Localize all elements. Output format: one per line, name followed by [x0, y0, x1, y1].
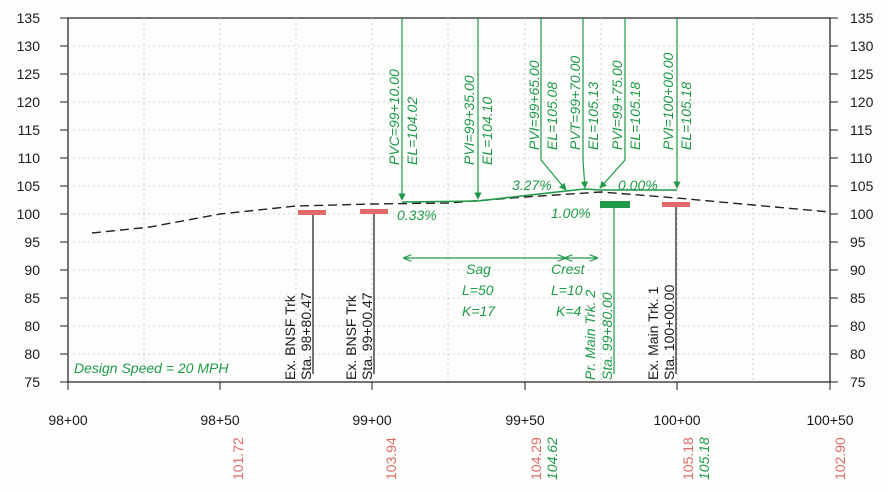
y-label: 80 [850, 346, 866, 362]
grade-label: 3.27% [512, 177, 552, 193]
callout-pv: PVI=99+65.00 [526, 60, 542, 150]
track-station: Sta. 99+00.47 [359, 292, 375, 380]
x-label: 99+00 [352, 412, 392, 428]
track-name: Ex. Main Trk. 1 [645, 286, 661, 380]
y-label: 80 [850, 318, 866, 334]
track-labels: Ex. BNSF Trk Sta. 98+80.47 Ex. BNSF Trk … [282, 284, 677, 380]
existing-elevation: 105.18 [680, 437, 696, 480]
x-label: 100+50 [806, 412, 853, 428]
y-label: 75 [850, 374, 866, 390]
y-label: 110 [18, 150, 41, 166]
y-label: 130 [850, 38, 874, 54]
y-label: 105 [850, 178, 874, 194]
rail-marker [662, 202, 690, 207]
y-label: 115 [850, 122, 873, 138]
existing-elevation: 104.29 [528, 437, 544, 480]
callout-el: EL=104.02 [404, 97, 420, 165]
y-label: 95 [24, 234, 40, 250]
y-label: 135 [17, 10, 41, 26]
y-label: 105 [17, 178, 41, 194]
sag-title: Sag [466, 261, 491, 277]
grade-label: 1.00% [551, 205, 591, 221]
proposed-profile-line [401, 188, 677, 203]
existing-elevation: 102.90 [832, 437, 848, 480]
x-axis-ticks [67, 382, 831, 390]
crest-k: K=4 [556, 303, 582, 319]
callout-pv: PVT=99+70.00 [567, 56, 583, 150]
y-label: 85 [24, 290, 40, 306]
callout-el: EL=105.18 [627, 82, 643, 150]
proposed-elevation: 104.62 [544, 437, 560, 480]
x-axis-labels: 98+00 98+50 99+00 99+50 100+00 100+50 [48, 412, 853, 428]
y-label: 90 [24, 262, 40, 278]
sag-k: K=17 [462, 303, 496, 319]
y-label: 80 [24, 346, 40, 362]
track-name: Pr. Main Trk. 2 [582, 290, 598, 380]
y-label: 120 [17, 94, 41, 110]
y-label: 80 [24, 318, 40, 334]
y-label: 110 [850, 150, 873, 166]
crest-title: Crest [551, 261, 586, 277]
rail-marker [298, 210, 326, 215]
proposed-rail-marker [600, 201, 630, 208]
crest-length: L=10 [551, 282, 583, 298]
proposed-elevation: 105.18 [696, 437, 712, 480]
y-label: 100 [850, 206, 874, 222]
x-label: 98+00 [48, 412, 88, 428]
existing-elevation: 103.94 [383, 437, 399, 480]
y-label: 125 [850, 66, 874, 82]
grade-label: 0.00% [618, 177, 658, 193]
y-axis-labels-right: 135 130 125 120 115 110 105 100 95 90 85… [850, 10, 874, 390]
y-label: 85 [850, 290, 866, 306]
callout-el: EL=105.18 [678, 82, 694, 150]
existing-ground-line [91, 191, 831, 234]
grid-lines [68, 18, 830, 382]
callout-leaders [398, 18, 681, 201]
x-label: 98+50 [200, 412, 240, 428]
design-speed-note: Design Speed = 20 MPH [74, 360, 229, 376]
callouts: PVC=99+10.00 EL=104.02 PVI=99+35.00 EL=1… [386, 52, 694, 165]
sag-length: L=50 [462, 282, 494, 298]
y-label: 75 [24, 374, 40, 390]
y-axis-labels-left: 135 130 125 120 115 110 105 100 95 90 85… [17, 10, 41, 390]
x-label: 100+00 [653, 412, 700, 428]
y-label: 135 [850, 10, 874, 26]
callout-pv: PVI=99+75.00 [609, 60, 625, 150]
track-name: Ex. BNSF Trk [343, 294, 359, 380]
y-label: 100 [17, 206, 41, 222]
y-label: 95 [850, 234, 866, 250]
callout-el: EL=105.08 [544, 82, 560, 150]
plot-frame [67, 17, 831, 383]
track-station: Sta. 98+80.47 [298, 292, 314, 380]
rail-marker [360, 209, 388, 214]
callout-el: EL=105.13 [585, 82, 601, 150]
x-label: 99+50 [505, 412, 545, 428]
callout-el: EL=104.10 [479, 97, 495, 165]
track-name: Ex. BNSF Trk [282, 294, 298, 380]
callout-pv: PVC=99+10.00 [386, 69, 402, 165]
elevation-labels: 101.72 103.94 104.29 104.62 105.18 105.1… [230, 437, 848, 480]
track-station: Sta. 100+00.00 [661, 284, 677, 380]
y-label: 115 [18, 122, 41, 138]
callout-pv: PVI=100+00.00 [660, 52, 676, 150]
callout-pv: PVI=99+35.00 [461, 75, 477, 165]
track-station: Sta. 99+80.00 [599, 292, 615, 380]
existing-elevation: 101.72 [230, 437, 246, 480]
y-label: 90 [850, 262, 866, 278]
grade-label: 0.33% [397, 207, 437, 223]
y-label: 130 [17, 38, 41, 54]
track-leaders [312, 207, 677, 374]
y-axis-ticks [60, 17, 838, 383]
y-label: 120 [850, 94, 874, 110]
y-label: 125 [17, 66, 41, 82]
